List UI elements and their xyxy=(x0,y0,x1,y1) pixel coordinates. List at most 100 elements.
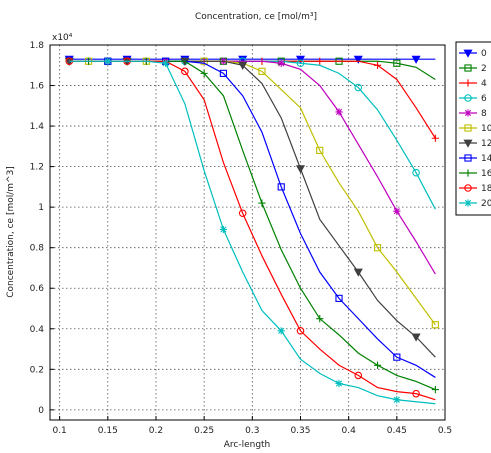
plot-frame xyxy=(49,44,446,421)
x-tick-label: 0.1 xyxy=(52,426,66,436)
data-point xyxy=(393,59,401,67)
y-tick-label: 0.8 xyxy=(30,244,45,254)
data-point xyxy=(393,207,401,215)
data-point xyxy=(238,61,248,71)
x-tick-label: 0.25 xyxy=(194,426,214,436)
legend-marker xyxy=(464,124,472,132)
legend-label: 20 xyxy=(481,199,491,209)
y-tick-label: 0.4 xyxy=(30,325,45,335)
data-point xyxy=(431,134,439,142)
legend: 0 2 4 6 8 10 12 14 16 18 20 xyxy=(455,41,491,216)
data-point xyxy=(354,83,363,92)
legend-marker xyxy=(464,184,472,192)
x-tick-label: 0.45 xyxy=(387,426,407,436)
data-point xyxy=(393,396,401,404)
data-point xyxy=(373,244,382,252)
legend-label: 4 xyxy=(481,79,487,89)
legend-entry: 12 xyxy=(459,139,491,149)
legend-label: 16 xyxy=(481,169,491,179)
legend-marker xyxy=(464,64,472,72)
data-point xyxy=(258,199,266,207)
data-point xyxy=(104,57,112,65)
tick-labels: 0.1 0.15 0.2 0.25 0.3 0.35 0.4 0.45 0.5 0 0.2 0.4 0.… xyxy=(30,41,452,436)
legend-entry: 10 xyxy=(459,124,491,134)
y-tick-label: 1.6 xyxy=(30,82,45,92)
legend-entry: 6 xyxy=(459,94,487,104)
legend-label: 10 xyxy=(481,124,491,134)
legend-entry: 14 xyxy=(459,154,491,164)
legend-label: 8 xyxy=(481,109,487,119)
y-tick-label: 1 xyxy=(38,203,44,213)
legend-label: 0 xyxy=(481,49,487,59)
data-point xyxy=(373,361,382,369)
legend-marker xyxy=(464,109,472,117)
x-axis-label: Arc-length xyxy=(224,440,271,450)
data-point xyxy=(162,59,170,67)
data-point xyxy=(296,327,305,335)
x-tick-label: 0.4 xyxy=(341,426,356,436)
x-tick-label: 0.15 xyxy=(98,426,118,436)
y-axis-label: Concentration, ce [mol/m^3] xyxy=(6,166,16,298)
data-point xyxy=(335,379,343,388)
data-point xyxy=(219,69,228,77)
y-tick-label: 0 xyxy=(38,406,44,416)
data-point xyxy=(353,55,363,64)
legend-label: 6 xyxy=(481,94,487,104)
data-point xyxy=(373,61,382,69)
legend-label: 14 xyxy=(481,154,491,164)
data-point xyxy=(353,268,363,277)
legend-marker xyxy=(464,169,472,177)
x-tick-label: 0.2 xyxy=(149,426,163,436)
legend-marker xyxy=(464,79,472,87)
data-point xyxy=(335,108,343,116)
data-point xyxy=(431,385,439,394)
y-multiplier-label: x10⁴ xyxy=(52,33,73,43)
legend-marker xyxy=(463,139,473,148)
legend-entry: 0 xyxy=(459,49,487,59)
y-tick-label: 1.8 xyxy=(30,41,45,51)
data-point xyxy=(200,69,208,77)
legend-entry: 20 xyxy=(459,199,491,209)
data-point xyxy=(277,327,285,335)
data-point xyxy=(295,165,306,174)
data-point xyxy=(411,55,421,64)
data-point xyxy=(296,59,305,68)
data-point xyxy=(354,371,363,380)
legend-entry: 2 xyxy=(459,64,487,74)
data-point xyxy=(316,57,324,65)
data-point xyxy=(412,168,420,177)
y-tick-label: 0.2 xyxy=(30,365,44,375)
legend-entry: 4 xyxy=(459,79,487,89)
data-point xyxy=(219,225,228,234)
legend-marker xyxy=(464,154,472,162)
legend-marker xyxy=(463,49,473,58)
data-point xyxy=(316,315,324,323)
data-point xyxy=(411,333,421,342)
data-point xyxy=(335,294,343,302)
legend-entry: 8 xyxy=(459,109,487,119)
data-point xyxy=(238,209,247,218)
legend-entry: 16 xyxy=(459,169,491,179)
legend-label: 18 xyxy=(481,184,491,194)
y-tick-label: 1.4 xyxy=(30,122,45,132)
legend-entry: 18 xyxy=(459,184,491,194)
data-point xyxy=(277,59,285,67)
data-point xyxy=(181,67,189,76)
series-layer xyxy=(64,55,439,405)
legend-label: 12 xyxy=(481,139,491,149)
legend-marker xyxy=(464,199,472,207)
chart-title: Concentration, ce [mol/m³] xyxy=(195,12,317,22)
plot-area xyxy=(50,45,445,420)
data-point xyxy=(393,353,401,361)
x-tick-label: 0.5 xyxy=(438,426,452,436)
legend-label: 2 xyxy=(481,64,487,74)
series-20 xyxy=(69,57,436,405)
y-tick-label: 0.6 xyxy=(30,284,45,294)
x-tick-label: 0.35 xyxy=(290,426,310,436)
data-point xyxy=(412,389,420,398)
x-tick-label: 0.3 xyxy=(245,426,259,436)
data-point xyxy=(277,183,285,191)
data-point xyxy=(258,67,266,75)
legend-marker xyxy=(464,94,472,102)
